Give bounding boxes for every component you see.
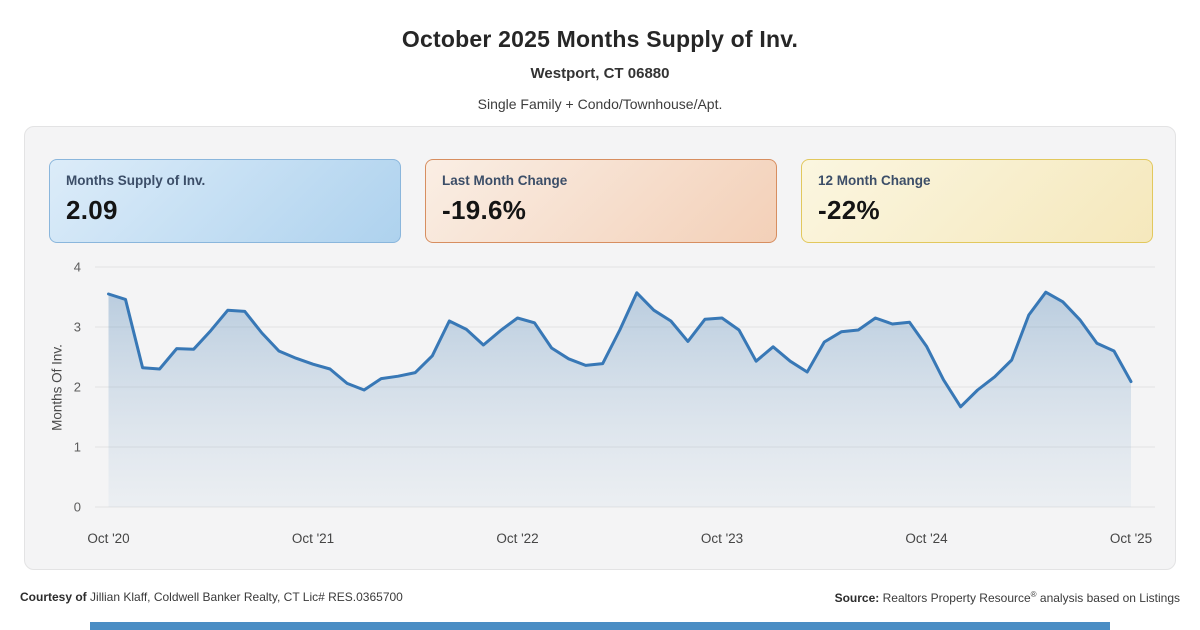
stat-card-months-supply: Months Supply of Inv. 2.09 xyxy=(49,159,401,243)
svg-text:1: 1 xyxy=(74,440,81,455)
chart-panel: Months Supply of Inv. 2.09 Last Month Ch… xyxy=(24,126,1176,570)
svg-text:0: 0 xyxy=(74,500,81,515)
report-header: October 2025 Months Supply of Inv. Westp… xyxy=(0,26,1200,112)
courtesy-text: Jillian Klaff, Coldwell Banker Realty, C… xyxy=(86,590,403,604)
svg-text:3: 3 xyxy=(74,320,81,335)
svg-text:Oct '22: Oct '22 xyxy=(496,531,538,546)
chart-svg: 0 1 2 3 4 Oct '20 Oct '21 Oct '22 Oct '23 Oct '24… xyxy=(74,260,1155,546)
page-title: October 2025 Months Supply of Inv. xyxy=(401,26,799,52)
source-text-1: Realtors Property Resource xyxy=(879,591,1031,605)
source-text-2: analysis based on Listings xyxy=(1036,591,1180,605)
stat-card-label: 12 Month Change xyxy=(818,173,931,188)
svg-text:4: 4 xyxy=(74,260,81,275)
svg-text:Oct '23: Oct '23 xyxy=(701,531,743,546)
stat-card-value: -22% xyxy=(818,195,880,225)
source-note: Source: Realtors Property Resource® anal… xyxy=(835,590,1180,605)
y-axis-title: Months Of Inv. xyxy=(49,344,65,431)
location-subtitle: Westport, CT 06880 xyxy=(530,65,670,82)
property-type-label: Single Family + Condo/Townhouse/Apt. xyxy=(477,96,723,112)
bottom-accent-bar xyxy=(90,622,1110,630)
courtesy-prefix: Courtesy of xyxy=(20,590,87,604)
stat-card-value: 2.09 xyxy=(66,195,118,225)
stat-card-last-month-change: Last Month Change -19.6% xyxy=(425,159,777,243)
registered-mark: ® xyxy=(1030,590,1037,599)
svg-text:Oct '24: Oct '24 xyxy=(905,531,948,546)
svg-text:Oct '20: Oct '20 xyxy=(87,531,129,546)
stat-card-label: Months Supply of Inv. xyxy=(66,173,206,188)
stat-card-label: Last Month Change xyxy=(442,173,568,188)
svg-text:Oct '25: Oct '25 xyxy=(1110,531,1152,546)
stat-card-12-month-change: 12 Month Change -22% xyxy=(801,159,1153,243)
source-prefix: Source: xyxy=(834,591,880,605)
stat-card-value: -19.6% xyxy=(442,195,527,225)
courtesy-note: Courtesy of Jillian Klaff, Coldwell Bank… xyxy=(20,590,403,604)
svg-text:Oct '21: Oct '21 xyxy=(292,531,334,546)
svg-text:2: 2 xyxy=(74,380,81,395)
stat-cards-row: Months Supply of Inv. 2.09 Last Month Ch… xyxy=(49,159,1153,243)
